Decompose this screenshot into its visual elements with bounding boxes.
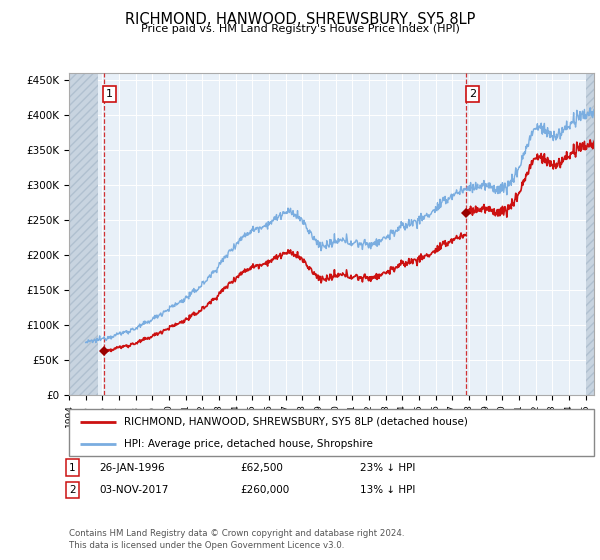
Text: 23% ↓ HPI: 23% ↓ HPI (360, 463, 415, 473)
Text: 1: 1 (69, 463, 76, 473)
Text: 2: 2 (69, 485, 76, 495)
Text: 03-NOV-2017: 03-NOV-2017 (99, 485, 169, 495)
Text: Price paid vs. HM Land Registry's House Price Index (HPI): Price paid vs. HM Land Registry's House … (140, 24, 460, 34)
FancyBboxPatch shape (69, 409, 594, 456)
Text: HPI: Average price, detached house, Shropshire: HPI: Average price, detached house, Shro… (124, 438, 373, 449)
Bar (586, 73, 594, 395)
Text: £62,500: £62,500 (240, 463, 283, 473)
Text: 13% ↓ HPI: 13% ↓ HPI (360, 485, 415, 495)
Bar (69, 73, 98, 395)
Text: RICHMOND, HANWOOD, SHREWSBURY, SY5 8LP: RICHMOND, HANWOOD, SHREWSBURY, SY5 8LP (125, 12, 475, 27)
Text: RICHMOND, HANWOOD, SHREWSBURY, SY5 8LP (detached house): RICHMOND, HANWOOD, SHREWSBURY, SY5 8LP (… (124, 417, 468, 427)
Text: 26-JAN-1996: 26-JAN-1996 (99, 463, 164, 473)
Text: 2: 2 (469, 88, 476, 99)
Text: Contains HM Land Registry data © Crown copyright and database right 2024.
This d: Contains HM Land Registry data © Crown c… (69, 529, 404, 550)
Text: 1: 1 (106, 88, 113, 99)
Text: £260,000: £260,000 (240, 485, 289, 495)
